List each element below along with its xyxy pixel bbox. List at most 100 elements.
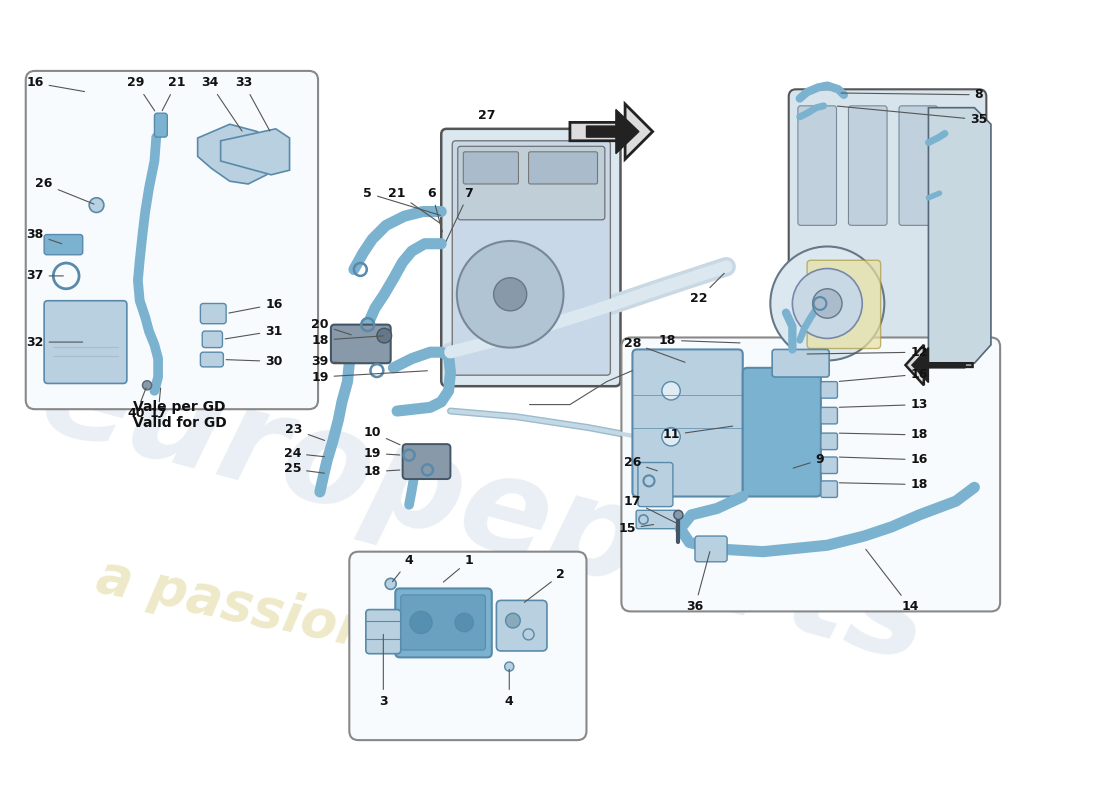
Text: 33: 33 <box>235 76 270 131</box>
FancyBboxPatch shape <box>636 510 678 529</box>
Circle shape <box>456 241 563 348</box>
Text: 2: 2 <box>525 568 565 602</box>
Text: 40: 40 <box>128 388 146 420</box>
Text: 9: 9 <box>793 454 824 468</box>
Text: 24: 24 <box>284 447 324 460</box>
FancyBboxPatch shape <box>821 433 837 450</box>
Text: Vale per GD: Vale per GD <box>133 400 226 414</box>
FancyBboxPatch shape <box>463 152 518 184</box>
Text: 6: 6 <box>428 186 442 232</box>
Text: 23: 23 <box>286 423 324 441</box>
Text: 16: 16 <box>839 368 928 382</box>
Text: 14: 14 <box>866 550 918 614</box>
FancyBboxPatch shape <box>821 457 837 474</box>
Text: 7: 7 <box>447 186 473 242</box>
Text: 16: 16 <box>26 76 85 91</box>
Text: 8: 8 <box>842 88 983 102</box>
Text: 30: 30 <box>227 355 283 368</box>
Text: 13: 13 <box>839 398 928 411</box>
Circle shape <box>494 278 527 311</box>
Text: 18: 18 <box>364 466 400 478</box>
FancyBboxPatch shape <box>441 129 620 386</box>
Circle shape <box>662 427 680 446</box>
Text: 19: 19 <box>311 370 428 383</box>
FancyBboxPatch shape <box>821 481 837 498</box>
Text: 31: 31 <box>226 325 283 339</box>
Text: 4: 4 <box>505 670 514 708</box>
Circle shape <box>522 629 535 640</box>
Circle shape <box>385 578 396 590</box>
FancyBboxPatch shape <box>200 303 227 324</box>
FancyBboxPatch shape <box>25 71 318 409</box>
FancyBboxPatch shape <box>899 106 937 226</box>
Text: 4: 4 <box>393 554 414 582</box>
FancyBboxPatch shape <box>44 301 127 383</box>
Text: 18: 18 <box>311 334 383 346</box>
FancyBboxPatch shape <box>403 444 450 479</box>
Text: 21: 21 <box>388 186 441 224</box>
Text: 16: 16 <box>229 298 283 313</box>
Text: 17: 17 <box>150 388 167 420</box>
FancyBboxPatch shape <box>695 536 727 562</box>
Text: 26: 26 <box>624 456 658 471</box>
Polygon shape <box>586 110 639 154</box>
Text: 32: 32 <box>26 335 82 349</box>
Polygon shape <box>570 104 652 159</box>
Circle shape <box>674 510 683 519</box>
FancyBboxPatch shape <box>621 338 1000 611</box>
Text: 19: 19 <box>364 447 400 460</box>
Text: 36: 36 <box>686 552 710 614</box>
FancyBboxPatch shape <box>458 146 605 220</box>
Text: 39: 39 <box>311 355 351 368</box>
FancyBboxPatch shape <box>789 90 987 420</box>
Text: 10: 10 <box>363 426 400 445</box>
FancyBboxPatch shape <box>496 600 547 651</box>
Circle shape <box>813 289 842 318</box>
FancyBboxPatch shape <box>821 407 837 424</box>
Polygon shape <box>912 348 965 382</box>
Text: 16: 16 <box>839 454 928 466</box>
FancyBboxPatch shape <box>638 462 673 506</box>
FancyBboxPatch shape <box>529 152 597 184</box>
FancyBboxPatch shape <box>366 610 400 654</box>
Text: 20: 20 <box>311 318 351 334</box>
Text: 5: 5 <box>363 186 440 215</box>
Text: 29: 29 <box>128 76 155 111</box>
Text: 3: 3 <box>379 634 387 708</box>
Circle shape <box>377 328 392 343</box>
FancyBboxPatch shape <box>395 589 492 658</box>
FancyBboxPatch shape <box>202 331 222 348</box>
Text: 21: 21 <box>162 76 185 110</box>
FancyBboxPatch shape <box>807 260 881 349</box>
Polygon shape <box>198 124 276 184</box>
FancyBboxPatch shape <box>331 325 390 363</box>
Circle shape <box>505 662 514 671</box>
FancyBboxPatch shape <box>154 113 167 137</box>
Text: 22: 22 <box>690 274 724 306</box>
FancyBboxPatch shape <box>400 595 485 650</box>
Text: 18: 18 <box>839 429 928 442</box>
Circle shape <box>143 381 152 390</box>
Text: Valid for GD: Valid for GD <box>133 416 227 430</box>
Text: 34: 34 <box>201 76 242 131</box>
Text: 35: 35 <box>837 106 988 126</box>
FancyBboxPatch shape <box>821 382 837 398</box>
Text: europeparts: europeparts <box>28 330 943 690</box>
Text: 17: 17 <box>624 494 675 523</box>
Text: 28: 28 <box>624 337 685 362</box>
Text: 15: 15 <box>618 522 653 535</box>
Polygon shape <box>221 129 289 174</box>
Text: 11: 11 <box>662 426 733 442</box>
FancyBboxPatch shape <box>200 352 223 367</box>
Text: 26: 26 <box>35 178 94 204</box>
Text: 27: 27 <box>478 109 496 122</box>
FancyBboxPatch shape <box>44 234 82 254</box>
Polygon shape <box>928 108 991 363</box>
FancyBboxPatch shape <box>350 552 586 740</box>
Polygon shape <box>905 345 972 386</box>
Text: a passion for...: a passion for... <box>92 550 531 691</box>
FancyBboxPatch shape <box>848 106 887 226</box>
Circle shape <box>770 246 884 361</box>
FancyBboxPatch shape <box>632 350 743 497</box>
Circle shape <box>410 611 432 634</box>
